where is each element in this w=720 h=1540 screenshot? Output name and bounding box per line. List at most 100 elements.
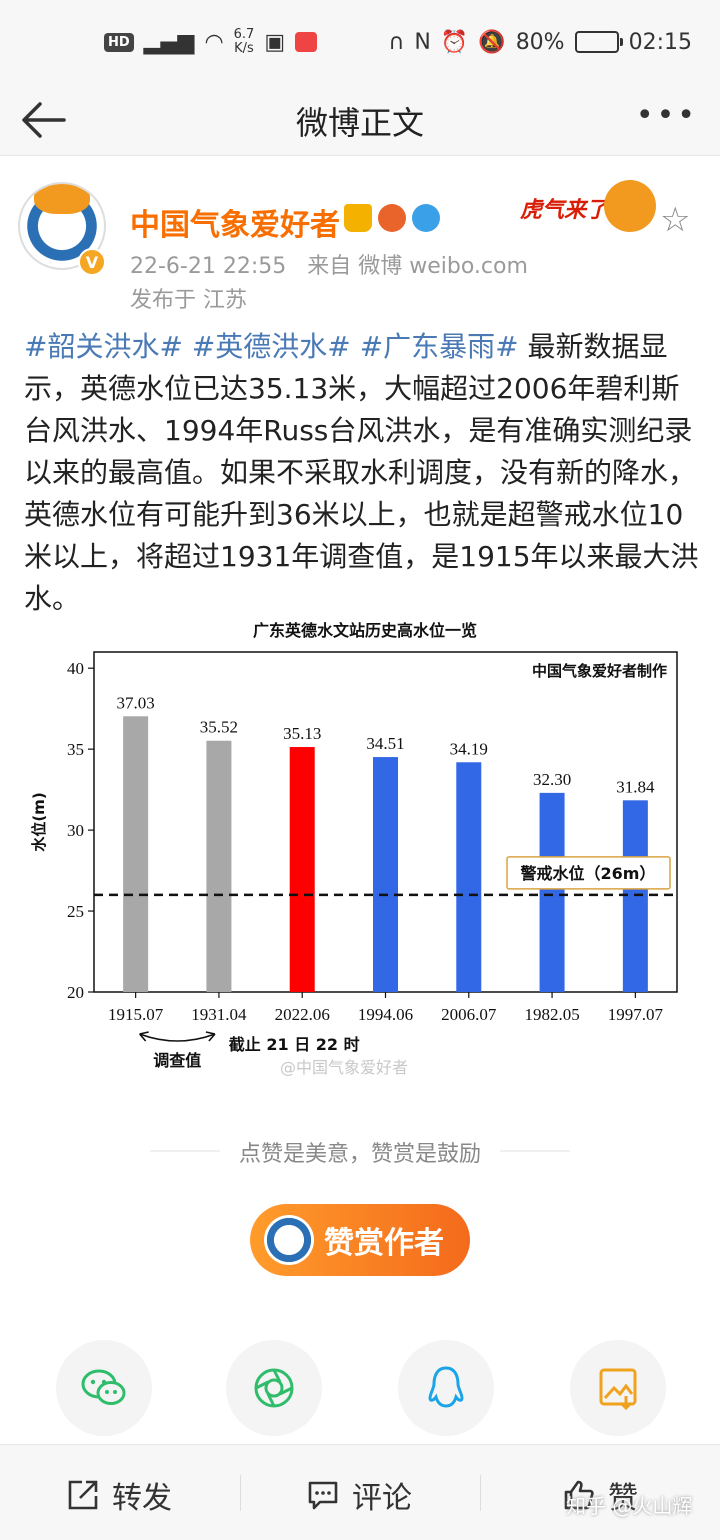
verified-badge: V [78, 248, 106, 276]
bar-value-label: 34.51 [366, 734, 404, 753]
bar-value-label: 31.84 [616, 777, 655, 796]
reward-author-button[interactable]: 赞赏作者 [250, 1204, 470, 1276]
y-tick-label: 25 [67, 902, 84, 921]
post-text: #韶关洪水# #英德洪水# #广东暴雨# 最新数据显示，英德水位已达35.13米… [24, 326, 700, 620]
share-moments-button[interactable] [226, 1340, 322, 1436]
x-tick-label: 1997.07 [608, 1005, 664, 1024]
back-arrow-icon[interactable] [18, 94, 70, 146]
y-axis-label: 水位(m) [30, 792, 48, 851]
nfc-icon: Ν [414, 29, 431, 55]
bar-value-label: 35.13 [283, 724, 321, 743]
author-logo-icon [264, 1215, 314, 1265]
hashtag-yingde-flood[interactable]: #英德洪水# [191, 330, 351, 363]
lantern-badge-icon[interactable] [378, 204, 406, 232]
bar-value-label: 32.30 [533, 770, 571, 789]
favorite-star-icon[interactable]: ☆ [660, 200, 691, 240]
y-tick-label: 30 [67, 821, 84, 840]
status-right: ∩ Ν ⏰ 🔕 80% 02:15 [388, 30, 692, 55]
tv-icon: ▣ [264, 29, 286, 55]
page-title: 微博正文 [295, 104, 424, 142]
warning-label-box [506, 856, 671, 890]
app-notification-icon [295, 32, 318, 52]
post-source: 来自 微博 weibo.com [307, 254, 528, 279]
hashtag-shaoguan-flood[interactable]: #韶关洪水# [24, 330, 183, 363]
alarm-off-icon: ⏰ [440, 29, 469, 55]
mute-icon: 🔕 [478, 29, 506, 55]
bar-value-label: 34.19 [450, 739, 488, 758]
share-qq-button[interactable] [398, 1340, 494, 1436]
status-bar: HD ▂▄▆ ◠ 6.7 K/s ▣ ∩ Ν ⏰ 🔕 80% 02:15 [0, 0, 720, 84]
headphones-icon: ∩ [388, 29, 405, 55]
bottom-action-bar: 转发 评论 赞 [0, 1444, 720, 1540]
x-tick-label: 1915.07 [108, 1005, 164, 1024]
post-date: 22-6-21 22:55 [130, 254, 287, 279]
comment-label: 评论 [352, 1481, 412, 1516]
bottom-divider [240, 1475, 241, 1511]
bar-1982.05 [539, 792, 565, 992]
post-meta: 22-6-21 22:55 来自 微博 weibo.com [130, 248, 528, 280]
comment-icon [308, 1481, 338, 1510]
like-button[interactable]: 赞 [562, 1473, 638, 1517]
y-tick-label: 40 [67, 659, 84, 678]
hd-badge: HD [104, 32, 134, 52]
hashtag-guangdong-rainstorm[interactable]: #广东暴雨# [359, 330, 519, 363]
bar-1931.04 [206, 740, 232, 992]
thumbs-up-icon [564, 1480, 594, 1510]
save-image-icon [599, 1368, 637, 1411]
network-speed: 6.7 K/s [234, 28, 255, 56]
warning-label: 警戒水位（26m） [520, 864, 656, 883]
bottom-divider [480, 1475, 481, 1511]
repost-label: 转发 [112, 1481, 172, 1516]
post-location: 发布于 江苏 [130, 288, 247, 313]
appreciation-text: 点赞是美意，赞赏是鼓励 [238, 1142, 481, 1167]
bar-value-label: 35.52 [200, 718, 238, 737]
speed-unit: K/s [234, 41, 254, 56]
repost-icon [68, 1480, 98, 1510]
author-header: V 中国气象爱好者 22-6-21 22:55 来自 微博 weibo.com … [0, 170, 720, 320]
chart-credit: 中国气象爱好者制作 [532, 662, 667, 680]
x-tick-label: 1931.04 [191, 1005, 247, 1024]
appreciation-divider [150, 1150, 570, 1152]
like-label: 赞 [608, 1481, 638, 1516]
wifi-icon: ◠ [204, 29, 224, 55]
more-options-icon[interactable]: ••• [635, 98, 698, 133]
author-badges [344, 204, 440, 232]
y-tick-label: 35 [67, 740, 84, 759]
crown-badge-icon[interactable] [344, 204, 372, 232]
survey-arrow-head-left [139, 1031, 149, 1042]
bar-2006.07 [456, 762, 482, 992]
member-badge-icon[interactable] [412, 204, 440, 232]
bar-1915.07 [123, 716, 149, 992]
cutoff-note: 截止 21 日 22 时 [229, 1035, 360, 1054]
save-image-button[interactable] [570, 1340, 666, 1436]
tiger-paw-icon [604, 180, 656, 232]
x-tick-label: 2006.07 [441, 1005, 497, 1024]
share-wechat-button[interactable] [56, 1340, 152, 1436]
wechat-icon [81, 1369, 126, 1405]
battery-percent: 80% [515, 29, 565, 55]
status-left: HD ▂▄▆ ◠ 6.7 K/s ▣ [104, 28, 318, 56]
x-tick-label: 1982.05 [524, 1005, 579, 1024]
speed-value: 6.7 [233, 27, 255, 42]
clock: 02:15 [628, 29, 692, 55]
bar-1997.07 [622, 800, 648, 992]
reward-button-label: 赞赏作者 [324, 1226, 444, 1261]
avatar[interactable] [18, 182, 106, 270]
moments-icon [254, 1368, 294, 1408]
comment-button[interactable]: 评论 [306, 1473, 412, 1517]
signal-icon: ▂▄▆ [143, 29, 195, 55]
water-level-chart[interactable]: 广东英德水文站历史高水位一览 中国气象爱好者制作 20 25 30 35 40 水位(m) 37… [20, 612, 710, 1082]
tiger-sticker: 虎气来了 [520, 176, 656, 238]
share-row [0, 1340, 720, 1436]
qq-icon [428, 1366, 464, 1408]
survey-arrow-line [139, 1033, 216, 1042]
x-tick-label: 2022.06 [275, 1005, 330, 1024]
bar-1994.06 [373, 757, 398, 992]
x-tick-label: 1994.06 [358, 1005, 413, 1024]
repost-button[interactable]: 转发 [66, 1473, 172, 1517]
zhihu-watermark: 知乎 @火山辉 [566, 1494, 693, 1518]
y-tick-label: 20 [67, 983, 84, 1002]
author-name[interactable]: 中国气象爱好者 [130, 208, 340, 243]
